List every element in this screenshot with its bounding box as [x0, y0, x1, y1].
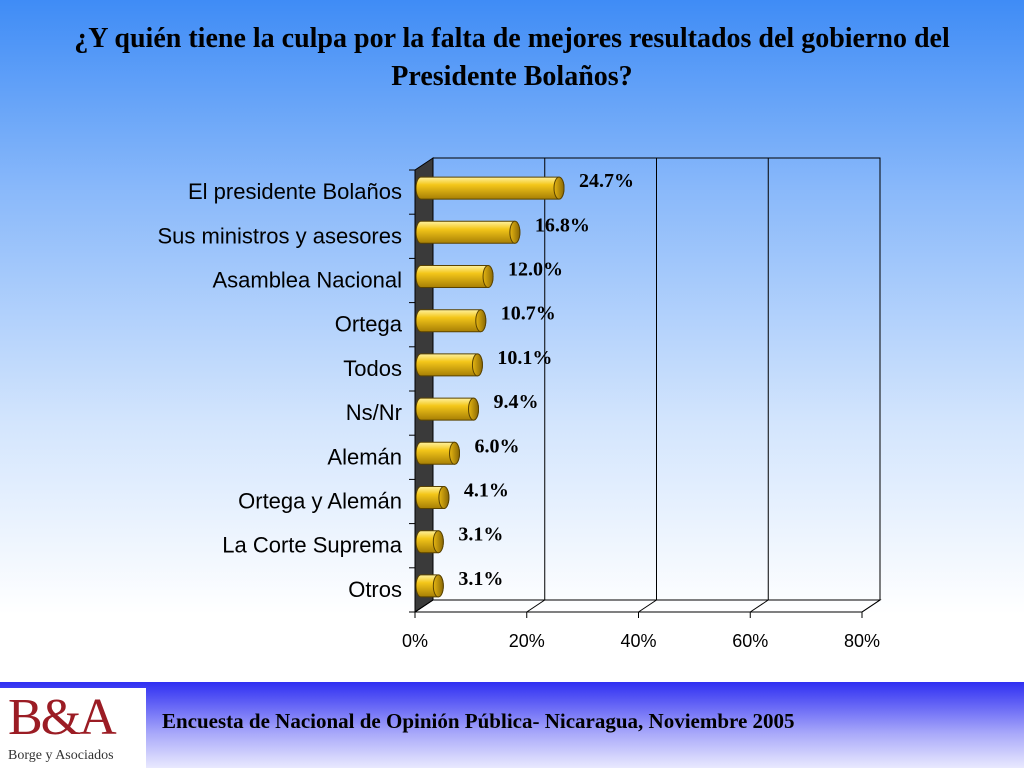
category-label: El presidente Bolaños	[188, 179, 402, 204]
x-tick-label: 40%	[620, 631, 656, 651]
bar-end-cap	[432, 530, 444, 554]
x-tick-label: 0%	[402, 631, 428, 651]
data-label: 10.1%	[497, 347, 552, 369]
company-logo: B&A Borge y Asociados	[0, 688, 146, 768]
category-label: Ortega	[335, 312, 403, 337]
floor-tick	[526, 599, 546, 613]
category-label: Ns/Nr	[346, 400, 402, 425]
logo-subtitle: Borge y Asociados	[8, 748, 114, 763]
bar-end-cap	[475, 309, 487, 333]
category-label: Ortega y Alemán	[238, 489, 402, 514]
bar	[415, 265, 494, 288]
x-tick-label: 20%	[509, 631, 545, 651]
data-label: 3.1%	[458, 524, 503, 546]
data-label: 12.0%	[508, 259, 563, 281]
category-label: Asamblea Nacional	[212, 268, 402, 293]
chart-title: ¿Y quién tiene la culpa por la falta de …	[74, 23, 950, 92]
category-label: Otros	[348, 577, 402, 602]
data-label: 9.4%	[494, 391, 539, 413]
bar-end-cap	[553, 176, 565, 200]
floor-tick	[414, 599, 434, 613]
x-tick-label: 60%	[732, 631, 768, 651]
bar-end-cap	[449, 441, 461, 465]
floor-tick	[861, 599, 881, 613]
data-label: 3.1%	[458, 568, 503, 590]
data-label: 24.7%	[579, 170, 634, 192]
category-label: Alemán	[327, 444, 402, 469]
floor-tick	[749, 599, 769, 613]
data-label: 6.0%	[475, 435, 520, 457]
bar-end-cap	[432, 574, 444, 598]
survey-caption: Encuesta de Nacional de Opinión Pública-…	[162, 709, 795, 733]
data-label: 4.1%	[464, 480, 509, 502]
bar	[415, 176, 565, 200]
category-label: La Corte Suprema	[222, 533, 403, 558]
bar-chart: 0% 20% 40% 60% 80% El presidente Bolaños 24.7…	[157, 157, 882, 651]
bar	[415, 220, 521, 244]
bar-end-cap	[509, 220, 521, 244]
category-label: Sus ministros y asesores	[157, 223, 402, 248]
bar-end-cap	[468, 397, 480, 421]
logo-mark: B&A	[8, 689, 117, 746]
floor-tick	[638, 599, 657, 613]
footer-bar: B&A Borge y Asociados Encuesta de Nacion…	[0, 682, 1024, 768]
bar-end-cap	[438, 486, 450, 509]
bar-end-cap	[482, 265, 494, 288]
x-tick-label: 80%	[844, 631, 880, 651]
data-label: 10.7%	[501, 303, 556, 325]
category-label: Todos	[343, 356, 402, 381]
data-label: 16.8%	[535, 214, 590, 236]
bar-end-cap	[471, 353, 483, 377]
